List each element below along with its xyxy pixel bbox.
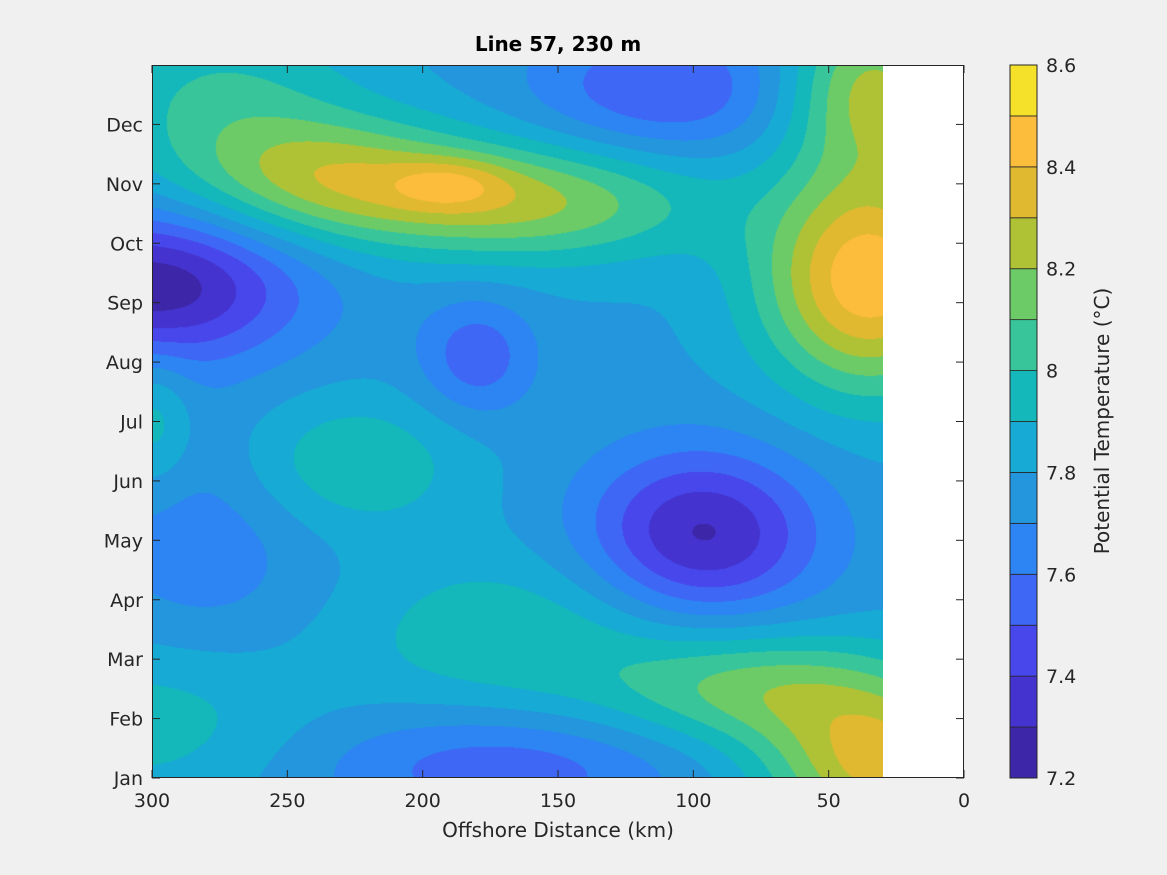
colorbar-segment xyxy=(1009,522,1038,575)
colorbar-segment xyxy=(1009,268,1038,321)
colorbar-tick-label: 8.4 xyxy=(1046,157,1076,179)
colorbar-tick-label: 7.8 xyxy=(1046,462,1076,484)
x-tick-label: 0 xyxy=(958,790,970,812)
colorbar-label: Potential Temperature (°C) xyxy=(1090,287,1114,555)
colorbar-segment xyxy=(1009,624,1038,677)
temperature-contour-field xyxy=(152,65,883,778)
colorbar-tick-label: 8.2 xyxy=(1046,259,1076,281)
colorbar-tick-label: 7.6 xyxy=(1046,564,1076,586)
colorbar-segment xyxy=(1009,319,1038,371)
y-tick-label: Sep xyxy=(107,293,143,315)
y-tick-label: Jan xyxy=(113,768,143,790)
y-tick-label: Nov xyxy=(106,174,143,196)
colorbar-segment xyxy=(1009,64,1038,117)
colorbar-segment xyxy=(1009,217,1038,270)
x-tick-label: 150 xyxy=(540,790,576,812)
x-tick-label: 300 xyxy=(134,790,170,812)
colorbar-tick-label: 7.4 xyxy=(1046,666,1076,688)
x-axis-label: Offshore Distance (km) xyxy=(442,818,674,842)
y-tick-label: Dec xyxy=(106,114,143,136)
y-tick-label: Jul xyxy=(119,412,143,434)
x-tick-label: 100 xyxy=(675,790,711,812)
colorbar-segment xyxy=(1009,675,1038,728)
chart-title: Line 57, 230 m xyxy=(474,32,642,56)
colorbar-segment xyxy=(1009,166,1038,219)
colorbar-segment xyxy=(1009,472,1038,524)
x-tick-label: 50 xyxy=(817,790,841,812)
y-tick-label: Jun xyxy=(112,471,143,493)
y-tick-label: May xyxy=(104,530,143,552)
x-tick-label: 200 xyxy=(405,790,441,812)
y-tick-label: Apr xyxy=(110,590,143,612)
y-tick-label: Feb xyxy=(109,709,143,731)
y-tick-label: Oct xyxy=(110,233,143,255)
colorbar-segment xyxy=(1009,370,1038,422)
colorbar-tick-label: 8.6 xyxy=(1046,55,1076,77)
y-tick-label: Mar xyxy=(107,649,143,671)
y-tick-label: Aug xyxy=(106,352,143,374)
x-tick-label: 250 xyxy=(269,790,305,812)
axes-box xyxy=(152,65,964,778)
colorbar-segment xyxy=(1009,726,1038,779)
colorbar-tick-label: 8 xyxy=(1046,361,1058,383)
colorbar-segment xyxy=(1009,573,1038,626)
colorbar-tick-label: 7.2 xyxy=(1046,768,1076,790)
colorbar-segment xyxy=(1009,115,1038,168)
colorbar-segment xyxy=(1009,421,1038,473)
colorbar-frame xyxy=(1009,64,1038,779)
